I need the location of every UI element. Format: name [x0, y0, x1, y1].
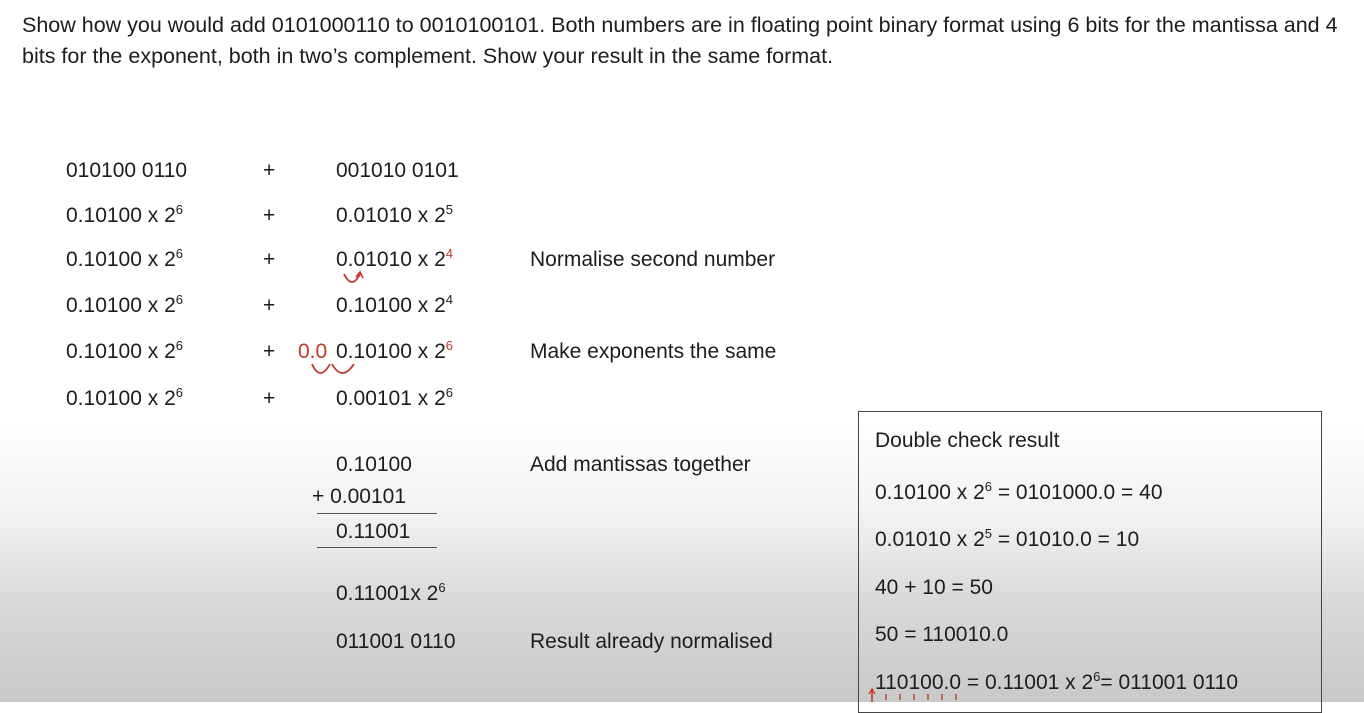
row3-second-number: 0.01010 x 24: [336, 246, 453, 271]
note-result-normalised: Result already normalised: [530, 630, 773, 653]
result-binary: 011001 0110: [336, 630, 456, 653]
row6-plus: +: [263, 387, 276, 410]
row6-first-number: 0.10100 x 26: [66, 385, 183, 410]
row4-first-number: 0.10100 x 26: [66, 292, 183, 317]
row5-first-number: 0.10100 x 26: [66, 338, 183, 363]
row2-plus: +: [263, 204, 276, 227]
row1-second-number: 001010 0101: [336, 159, 459, 182]
addition-rule-top: [317, 513, 437, 514]
shift-arrow-annotation: [343, 270, 364, 283]
check-title: Double check result: [875, 429, 1060, 452]
shift-loops-annotation: [311, 363, 355, 374]
row5-shifted-zeros: 0.0: [298, 340, 328, 363]
check-line1: 0.10100 x 26 = 0101000.0 = 40: [875, 479, 1163, 504]
row4-plus: +: [263, 294, 276, 317]
question-text: Show how you would add 0101000110 to 001…: [22, 13, 1338, 68]
check-line5: 110100.0 = 0.11001 x 26= 011001 0110: [875, 669, 1239, 694]
addition-rule-bottom: [317, 547, 437, 548]
row5-second-number: 0.10100 x 26: [336, 338, 453, 363]
check-line3: 40 + 10 = 50: [875, 576, 993, 599]
addition-sum: 0.11001: [336, 520, 411, 543]
check-line4: 50 = 110010.0: [875, 623, 1009, 646]
shift-ticks-annotation: [868, 688, 957, 702]
row1-plus: +: [263, 159, 276, 182]
result-value: 0.11001x 26: [336, 580, 446, 605]
row1-first-number: 010100 0110: [66, 159, 188, 182]
note-normalise: Normalise second number: [530, 248, 776, 271]
row3-first-number: 0.10100 x 26: [66, 246, 183, 271]
addition-line2: + 0.00101: [312, 485, 407, 508]
row6-second-number: 0.00101 x 26: [336, 385, 453, 410]
row2-first-number: 0.10100 x 26: [66, 202, 183, 227]
note-add-mantissas: Add mantissas together: [530, 453, 751, 476]
row4-second-number: 0.10100 x 24: [336, 292, 453, 317]
row5-plus: +: [263, 340, 276, 363]
note-exponents: Make exponents the same: [530, 340, 777, 363]
row2-second-number: 0.01010 x 25: [336, 202, 453, 227]
addition-line1: 0.10100: [336, 453, 412, 476]
row3-plus: +: [263, 248, 276, 271]
check-line2: 0.01010 x 25 = 01010.0 = 10: [875, 526, 1140, 551]
double-check-box: [858, 411, 1322, 713]
